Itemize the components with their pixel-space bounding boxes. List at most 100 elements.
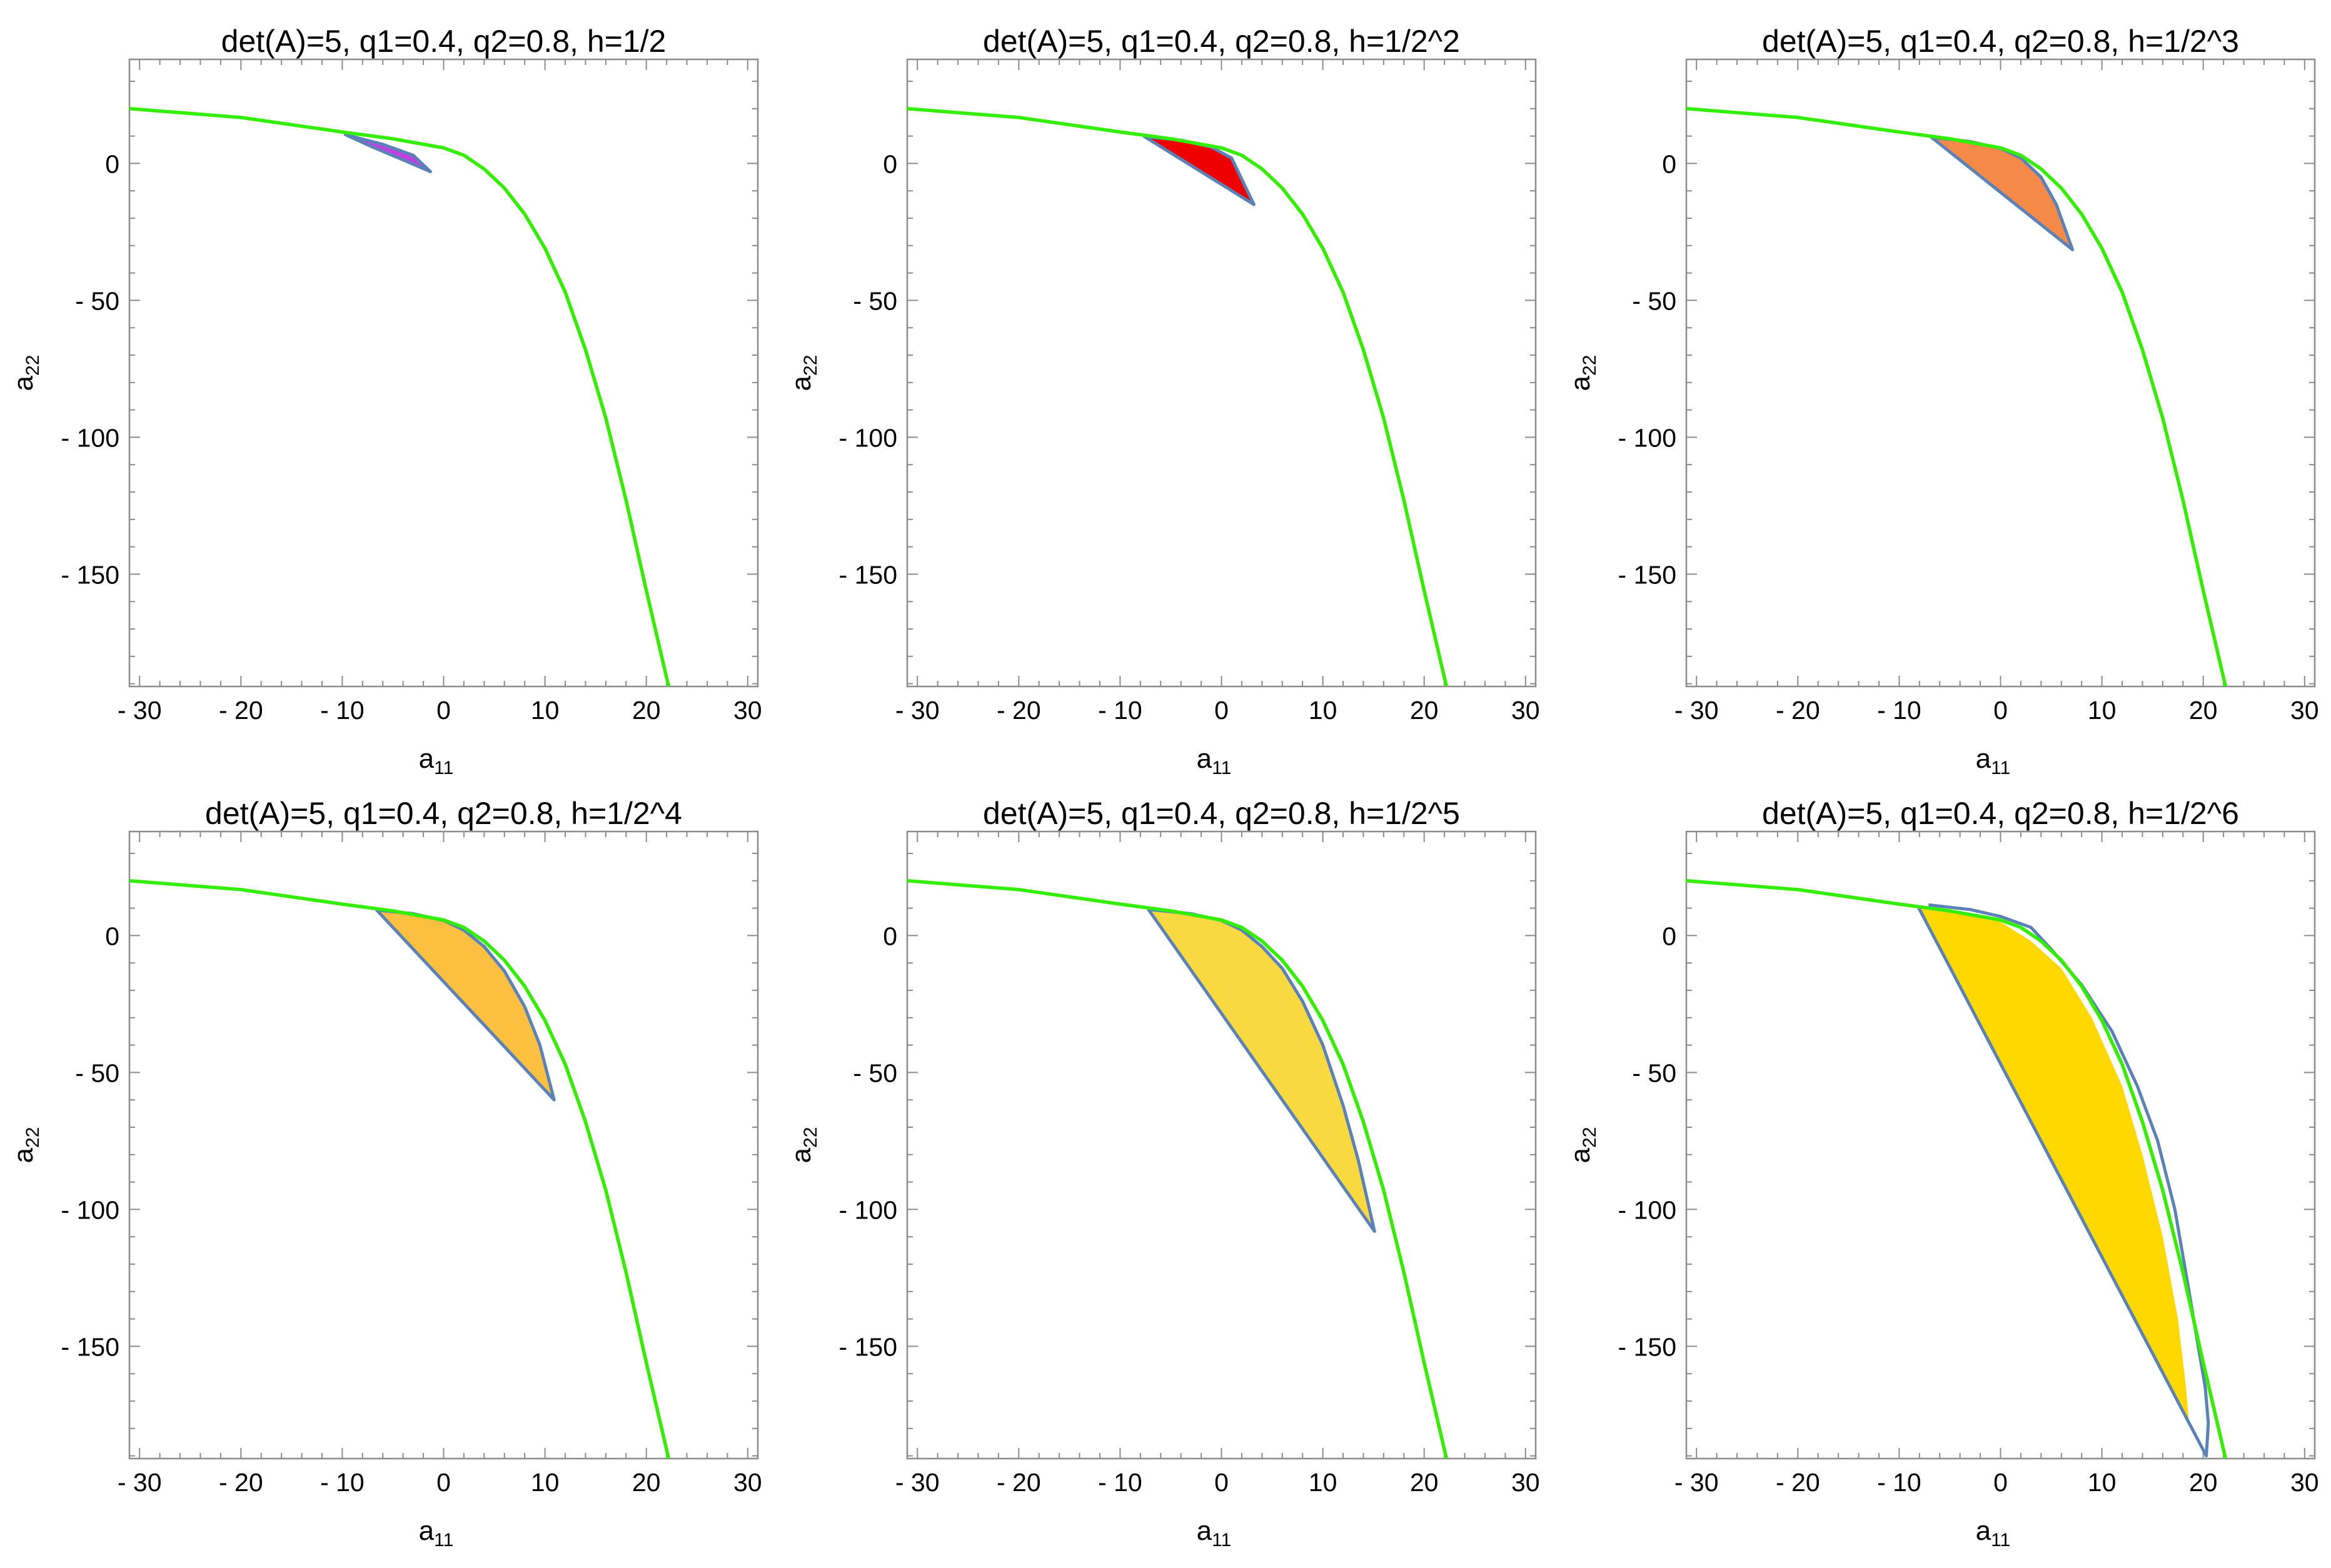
y-axis-label-main: a bbox=[1565, 1147, 1596, 1163]
x-tick-label: - 10 bbox=[320, 696, 365, 725]
y-axis-label-subscript: 22 bbox=[1579, 355, 1600, 376]
chart-panel-2: - 30- 20- 10 0 10 20 300- 50- 100- 150det(A)… bbox=[786, 24, 1540, 778]
plot-area bbox=[1686, 879, 2228, 1459]
plot-title: det(A)=5, q1=0.4, q2=0.8, h=1/2 bbox=[221, 24, 667, 59]
minor-ticks bbox=[1686, 832, 2315, 1459]
y-tick-label: - 150 bbox=[61, 560, 119, 589]
x-tick-label: 10 bbox=[2088, 696, 2117, 725]
x-axis-label-main: a bbox=[1197, 743, 1212, 774]
y-tick-label: - 50 bbox=[1632, 1058, 1676, 1087]
plot-title: det(A)=5, q1=0.4, q2=0.8, h=1/2^3 bbox=[1762, 24, 2239, 59]
boundary-curve bbox=[907, 879, 1449, 1459]
y-axis-label-subscript: 22 bbox=[1579, 1127, 1600, 1148]
y-axis-label: a22 bbox=[786, 355, 821, 391]
x-tick-label: 0 bbox=[1993, 1468, 2008, 1497]
y-tick-label: - 100 bbox=[839, 1195, 897, 1224]
x-tick-label: 30 bbox=[1511, 696, 1540, 725]
plot-area bbox=[907, 107, 1449, 686]
chart-panel-1: - 30- 20- 10 0 10 20 300- 50- 100- 150det(A)… bbox=[8, 24, 762, 778]
y-axis-label-subscript: 22 bbox=[23, 355, 43, 376]
x-tick-label: - 30 bbox=[1674, 1468, 1719, 1497]
region-outline bbox=[1916, 903, 2210, 1458]
x-axis-label: a11 bbox=[419, 1515, 454, 1550]
x-axis-label-main: a bbox=[419, 743, 435, 774]
y-tick-label: - 100 bbox=[61, 423, 119, 452]
boundary-curve bbox=[907, 107, 1449, 686]
y-tick-label: - 150 bbox=[839, 1332, 897, 1361]
minor-ticks bbox=[129, 832, 758, 1459]
y-tick-label: - 50 bbox=[75, 286, 119, 315]
y-tick-label: - 100 bbox=[839, 423, 897, 452]
x-axis-label: a11 bbox=[419, 743, 454, 778]
x-axis-label-main: a bbox=[1976, 743, 1991, 774]
y-tick-label: - 50 bbox=[75, 1058, 119, 1087]
x-tick-label: - 20 bbox=[219, 696, 263, 725]
y-tick-label: - 100 bbox=[1618, 1195, 1676, 1224]
y-axis-label-main: a bbox=[786, 1147, 817, 1163]
y-axis-label: a22 bbox=[8, 355, 43, 391]
y-tick-label: - 50 bbox=[853, 1058, 897, 1087]
x-tick-label: - 30 bbox=[895, 696, 940, 725]
y-tick-label: 0 bbox=[883, 149, 897, 178]
x-tick-label: - 30 bbox=[1674, 696, 1719, 725]
chart-panel-3: - 30- 20- 10 0 10 20 300- 50- 100- 150det(A)… bbox=[1565, 24, 2319, 778]
x-tick-label: 0 bbox=[436, 696, 451, 725]
x-axis-label-main: a bbox=[419, 1515, 435, 1546]
x-tick-label: - 10 bbox=[1098, 1468, 1142, 1497]
x-axis-label-subscript: 11 bbox=[434, 1530, 453, 1550]
y-tick-label: - 50 bbox=[853, 286, 897, 315]
y-tick-label: 0 bbox=[1662, 149, 1676, 178]
x-tick-label: 10 bbox=[531, 1468, 560, 1497]
y-tick-label: - 150 bbox=[1618, 560, 1676, 589]
x-tick-label: - 20 bbox=[1776, 1468, 1820, 1497]
x-tick-label: 30 bbox=[1511, 1468, 1540, 1497]
chart-panel-4: - 30- 20- 10 0 10 20 300- 50- 100- 150det(A)… bbox=[8, 796, 762, 1550]
x-tick-label: - 20 bbox=[997, 1468, 1041, 1497]
x-axis-label-subscript: 11 bbox=[1212, 1530, 1231, 1550]
x-tick-label: 20 bbox=[1410, 696, 1439, 725]
chart-panel-6: - 30- 20- 10 0 10 20 300- 50- 100- 150det(A)… bbox=[1565, 796, 2319, 1550]
plot-title: det(A)=5, q1=0.4, q2=0.8, h=1/2^2 bbox=[983, 24, 1460, 59]
y-tick-label: - 100 bbox=[61, 1195, 119, 1224]
x-tick-label: 0 bbox=[436, 1468, 451, 1497]
y-axis-label: a22 bbox=[8, 1127, 43, 1163]
y-tick-label: 0 bbox=[1662, 922, 1676, 950]
y-tick-label: - 100 bbox=[1618, 423, 1676, 452]
x-tick-label: 30 bbox=[2290, 1468, 2319, 1497]
plot-title: det(A)=5, q1=0.4, q2=0.8, h=1/2^6 bbox=[1762, 796, 2239, 831]
y-tick-label: 0 bbox=[105, 922, 119, 950]
x-tick-label: 20 bbox=[632, 1468, 661, 1497]
x-tick-label: 30 bbox=[733, 696, 762, 725]
plot-title: det(A)=5, q1=0.4, q2=0.8, h=1/2^5 bbox=[983, 796, 1460, 831]
x-tick-label: 10 bbox=[1309, 696, 1337, 725]
boundary-curve bbox=[1686, 879, 2228, 1459]
y-tick-label: - 150 bbox=[61, 1332, 119, 1361]
y-axis-label: a22 bbox=[786, 1127, 821, 1163]
x-axis-label-main: a bbox=[1976, 1515, 1991, 1546]
y-axis-label-subscript: 22 bbox=[23, 1127, 43, 1148]
y-axis-label-main: a bbox=[8, 1147, 39, 1163]
x-tick-label: - 10 bbox=[1098, 696, 1142, 725]
y-tick-label: - 50 bbox=[1632, 286, 1676, 315]
x-tick-label: - 20 bbox=[1776, 696, 1820, 725]
x-axis-label-subscript: 11 bbox=[1991, 1530, 2010, 1550]
y-axis-label-main: a bbox=[1565, 375, 1596, 391]
x-axis-label: a11 bbox=[1197, 743, 1232, 778]
x-tick-label: - 30 bbox=[895, 1468, 940, 1497]
x-axis-label: a11 bbox=[1197, 1515, 1232, 1550]
y-tick-label: 0 bbox=[883, 922, 897, 950]
x-tick-label: 20 bbox=[2189, 1468, 2218, 1497]
x-tick-label: 0 bbox=[1214, 1468, 1229, 1497]
x-tick-label: 0 bbox=[1214, 696, 1229, 725]
minor-ticks bbox=[907, 59, 1536, 686]
x-tick-label: - 30 bbox=[118, 1468, 162, 1497]
plot-area bbox=[129, 879, 671, 1459]
chart-panel-5: - 30- 20- 10 0 10 20 300- 50- 100- 150det(A)… bbox=[786, 796, 1540, 1550]
x-tick-label: 10 bbox=[531, 696, 560, 725]
x-tick-label: 10 bbox=[2088, 1468, 2117, 1497]
x-tick-label: 20 bbox=[2189, 696, 2218, 725]
x-tick-label: - 20 bbox=[219, 1468, 263, 1497]
boundary-curve bbox=[129, 107, 671, 686]
plot-area bbox=[1686, 107, 2228, 686]
